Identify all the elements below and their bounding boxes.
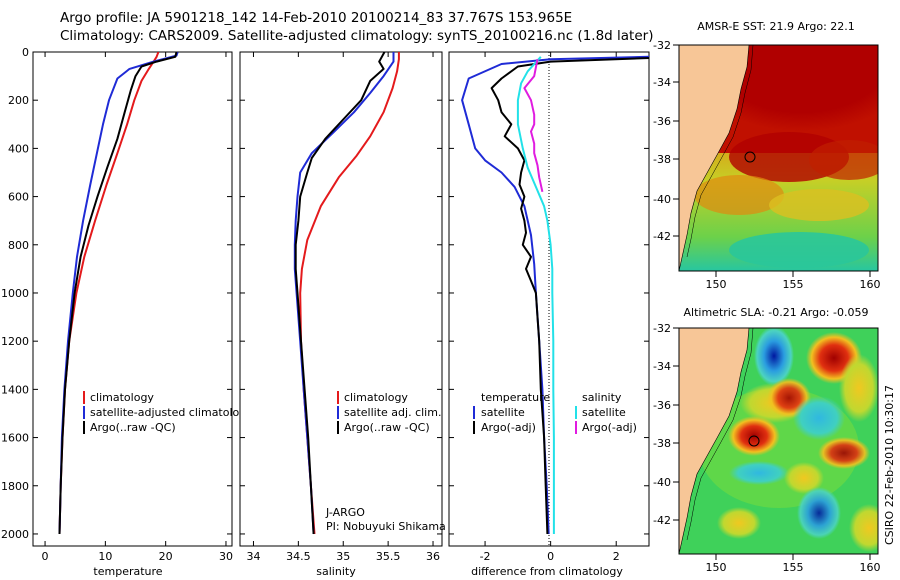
legend-sat-label: satellite-adjusted climatology xyxy=(90,406,253,419)
sla-xtick-label: 160 xyxy=(860,561,881,574)
x-tick-label: -2 xyxy=(480,550,491,563)
y-tick-label: 2000 xyxy=(1,528,29,541)
legend-clim-label: climatology xyxy=(344,391,408,404)
legend-sal-sat-label: satellite xyxy=(582,406,626,419)
y-tick-label: 1000 xyxy=(1,287,29,300)
legend-sat-label: satellite adj. clim. xyxy=(344,406,441,419)
sla-map-ticks: -32 -34 -36 -38 -40 -42 150 155 160 xyxy=(653,322,880,574)
y-tick-label: 1600 xyxy=(1,432,29,445)
salinity-axes xyxy=(239,51,443,547)
sla-ytick-label: -36 xyxy=(653,399,671,412)
x-tick-label: 0 xyxy=(42,550,49,563)
x-tick-label: 30 xyxy=(219,550,233,563)
temperature-xlabel: temperature xyxy=(93,565,162,578)
series-line-temperature-argo-adj- xyxy=(490,57,649,535)
sla-map-title: Altimetric SLA: -0.21 Argo: -0.059 xyxy=(684,306,869,319)
sla-xtick-label: 150 xyxy=(706,561,727,574)
x-tick-label: 20 xyxy=(159,550,173,563)
sla-map-image xyxy=(679,328,878,554)
salinity-lines xyxy=(293,52,400,535)
y-tick-label: 0 xyxy=(22,46,29,59)
salinity-legend: climatology satellite adj. clim. Argo(..… xyxy=(337,391,441,434)
sst-map: AMSR-E SST: 21.9 Argo: 22.1 -32 -34 -36 … xyxy=(653,20,880,291)
temperature-panel: 0 200 400 600 800 1000 1200 1400 1600 1800 2000 0 1… xyxy=(1,46,253,578)
legend-clim-label: climatology xyxy=(90,391,154,404)
difference-lines xyxy=(461,55,649,535)
sla-ytick-label: -34 xyxy=(653,360,671,373)
sla-ytick-label: -42 xyxy=(653,514,671,527)
sst-map-frame xyxy=(678,44,879,272)
footer-credit: CSIRO 22-Feb-2010 10:30:17 xyxy=(883,385,896,545)
x-tick-label: 10 xyxy=(98,550,112,563)
series-line-salinity-argo-adj- xyxy=(523,59,544,193)
sst-xtick-label: 150 xyxy=(706,278,727,291)
sla-ytick-label: -38 xyxy=(653,437,671,450)
sst-ytick-label: -42 xyxy=(653,230,671,243)
x-tick-label: 35 xyxy=(336,550,350,563)
sla-map-frame xyxy=(678,327,879,555)
difference-x-ticks: -2 0 2 xyxy=(449,51,649,563)
sst-xtick-label: 155 xyxy=(783,278,804,291)
y-tick-label: 1200 xyxy=(1,335,29,348)
difference-panel: -2 0 2 difference from climatology tempera… xyxy=(448,51,650,578)
sst-ytick-label: -40 xyxy=(653,193,671,206)
legend-header-temperature: temperature xyxy=(481,391,550,404)
salinity-panel: 34 34.5 35 35.5 36 salinity climatology sate… xyxy=(239,51,446,578)
sst-ytick-label: -38 xyxy=(653,153,671,166)
sst-map-image xyxy=(679,45,878,271)
sla-xtick-label: 155 xyxy=(783,561,804,574)
x-tick-label: 2 xyxy=(613,550,620,563)
jargo-annotation: J-ARGO xyxy=(325,506,365,519)
sla-ytick-label: -40 xyxy=(653,476,671,489)
sst-map-ticks: -32 -34 -36 -38 -40 -42 150 155 160 xyxy=(653,39,880,291)
series-line-temperature-satellite xyxy=(461,55,649,535)
x-tick-label: 35.5 xyxy=(376,550,401,563)
temperature-x-ticks: 0 10 20 30 xyxy=(42,52,233,563)
salinity-x-ticks: 34 34.5 35 35.5 36 xyxy=(240,51,442,563)
temperature-axes xyxy=(32,51,233,547)
difference-legend: temperature salinity satellite Argo(-adj… xyxy=(473,391,637,434)
pi-annotation: PI: Nobuyuki Shikama xyxy=(326,520,446,533)
legend-temp-sat-label: satellite xyxy=(481,406,525,419)
sst-xtick-label: 160 xyxy=(860,278,881,291)
series-line-argo-raw-qc- xyxy=(294,52,386,535)
series-line-argo-raw-qc- xyxy=(58,52,178,535)
y-tick-label: 200 xyxy=(8,94,29,107)
argo-location-marker xyxy=(748,435,760,447)
y-tick-label: 1400 xyxy=(1,383,29,396)
x-tick-label: 36 xyxy=(426,550,440,563)
argo-location-marker xyxy=(744,151,756,163)
legend-argo-label: Argo(..raw -QC) xyxy=(90,421,176,434)
salinity-xlabel: salinity xyxy=(316,565,356,578)
y-tick-label: 1800 xyxy=(1,480,29,493)
y-tick-label: 600 xyxy=(8,191,29,204)
legend-temp-argo-label: Argo(-adj) xyxy=(481,421,536,434)
x-tick-label: 34 xyxy=(246,550,260,563)
title-line-1: Argo profile: JA 5901218_142 14-Feb-2010… xyxy=(60,10,573,26)
legend-header-salinity: salinity xyxy=(582,391,622,404)
y-tick-label: 800 xyxy=(8,239,29,252)
sla-ytick-label: -32 xyxy=(653,322,671,335)
difference-xlabel: difference from climatology xyxy=(471,565,623,578)
sla-map: Altimetric SLA: -0.21 Argo: -0.059 -32 xyxy=(653,306,880,574)
sst-ytick-label: -34 xyxy=(653,76,671,89)
sst-map-title: AMSR-E SST: 21.9 Argo: 22.1 xyxy=(697,20,855,33)
x-tick-label: 0 xyxy=(547,550,554,563)
sst-ytick-label: -32 xyxy=(653,39,671,52)
temperature-lines xyxy=(58,52,179,535)
title-line-2: Climatology: CARS2009. Satellite-adjuste… xyxy=(60,28,654,44)
y-tick-label: 400 xyxy=(8,142,29,155)
series-line-salinity-satellite xyxy=(516,56,555,534)
sst-ytick-label: -36 xyxy=(653,115,671,128)
legend-sal-argo-label: Argo(-adj) xyxy=(582,421,637,434)
depth-axis: 0 200 400 600 800 1000 1200 1400 1600 1800 2000 xyxy=(1,46,232,541)
legend-argo-label: Argo(..raw -QC) xyxy=(344,421,430,434)
x-tick-label: 34.5 xyxy=(286,550,311,563)
temperature-legend: climatology satellite-adjusted climatolo… xyxy=(83,391,253,434)
